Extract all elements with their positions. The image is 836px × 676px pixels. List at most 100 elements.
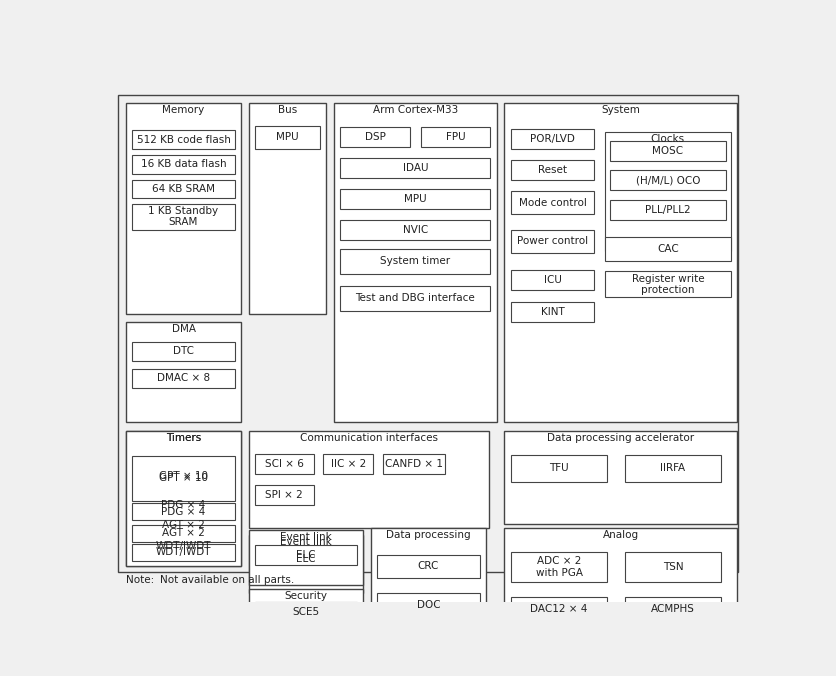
FancyBboxPatch shape [248,535,364,593]
FancyBboxPatch shape [131,203,236,230]
Text: Security: Security [284,592,328,601]
Text: DOC: DOC [416,600,441,610]
FancyBboxPatch shape [609,170,726,191]
Text: Data processing: Data processing [386,530,471,539]
FancyBboxPatch shape [511,230,594,253]
FancyBboxPatch shape [131,503,236,520]
Text: Mode control: Mode control [518,198,586,208]
Text: Power control: Power control [517,237,588,246]
FancyBboxPatch shape [131,537,236,555]
FancyBboxPatch shape [255,602,357,622]
Text: Timers: Timers [166,433,201,443]
FancyBboxPatch shape [511,191,594,214]
FancyBboxPatch shape [340,220,491,240]
Text: TSN: TSN [663,562,683,572]
Text: ACMPHS: ACMPHS [651,604,695,614]
FancyBboxPatch shape [624,456,721,481]
FancyBboxPatch shape [248,589,364,639]
FancyBboxPatch shape [131,525,236,541]
FancyBboxPatch shape [131,155,236,174]
Text: 1 KB Standby
SRAM: 1 KB Standby SRAM [149,206,218,227]
Text: MOSC: MOSC [652,146,684,156]
FancyBboxPatch shape [131,544,236,561]
FancyBboxPatch shape [131,130,236,149]
FancyBboxPatch shape [248,103,326,314]
FancyBboxPatch shape [504,431,737,524]
Text: PDG × 4: PDG × 4 [161,506,206,516]
Text: ELC: ELC [296,550,316,560]
Text: DSP: DSP [364,132,385,143]
FancyBboxPatch shape [421,127,491,147]
FancyBboxPatch shape [511,552,608,581]
FancyBboxPatch shape [609,199,726,220]
FancyBboxPatch shape [605,271,731,297]
FancyBboxPatch shape [131,369,236,387]
Text: DMA: DMA [171,324,196,334]
Text: CANFD × 1: CANFD × 1 [385,459,443,469]
Text: ELC: ELC [296,554,316,564]
FancyBboxPatch shape [126,322,241,422]
Text: 64 KB SRAM: 64 KB SRAM [152,184,215,194]
FancyBboxPatch shape [131,454,236,497]
FancyBboxPatch shape [119,95,738,573]
FancyBboxPatch shape [340,249,491,274]
Text: KINT: KINT [541,307,564,317]
Text: NVIC: NVIC [403,224,428,235]
Text: Clocks: Clocks [651,134,685,144]
Text: AGT × 2: AGT × 2 [162,528,205,538]
FancyBboxPatch shape [323,454,374,474]
FancyBboxPatch shape [340,286,491,310]
FancyBboxPatch shape [255,454,314,474]
Text: 512 KB code flash: 512 KB code flash [136,135,231,145]
Text: Register write
protection: Register write protection [632,274,704,295]
FancyBboxPatch shape [511,270,594,290]
Text: Bus: Bus [278,105,297,115]
Text: Not available on all parts.: Not available on all parts. [161,575,294,585]
Text: Reset: Reset [538,165,567,174]
FancyBboxPatch shape [624,597,721,620]
Text: Event link: Event link [280,537,332,548]
Text: PLL/PLL2: PLL/PLL2 [645,205,691,215]
FancyBboxPatch shape [340,158,491,178]
FancyBboxPatch shape [334,103,497,422]
Text: PDG × 4: PDG × 4 [161,500,206,510]
FancyBboxPatch shape [248,431,489,528]
Text: IIC × 2: IIC × 2 [330,459,366,469]
FancyBboxPatch shape [511,160,594,180]
FancyBboxPatch shape [377,593,480,617]
Text: SCE5: SCE5 [293,606,319,617]
FancyBboxPatch shape [126,431,241,566]
Text: IIRFA: IIRFA [660,464,686,473]
FancyBboxPatch shape [511,129,594,149]
Text: System timer: System timer [380,256,451,266]
Text: AGT × 2: AGT × 2 [162,521,205,531]
Text: SCI × 6: SCI × 6 [265,459,303,469]
Text: Communication interfaces: Communication interfaces [300,433,438,443]
FancyBboxPatch shape [340,127,410,147]
Text: DMAC × 8: DMAC × 8 [157,373,210,383]
FancyBboxPatch shape [255,126,320,149]
FancyBboxPatch shape [131,342,236,360]
Text: IDAU: IDAU [402,163,428,173]
FancyBboxPatch shape [340,189,491,209]
Text: POR/LVD: POR/LVD [530,134,575,144]
FancyBboxPatch shape [609,141,726,161]
Text: ADC × 2
with PGA: ADC × 2 with PGA [536,556,583,578]
Text: WDT/IWDT: WDT/IWDT [155,541,212,551]
FancyBboxPatch shape [126,103,241,314]
Text: TFU: TFU [549,464,568,473]
FancyBboxPatch shape [377,555,480,578]
Text: System: System [601,105,640,115]
FancyBboxPatch shape [504,103,737,422]
Text: CAC: CAC [657,244,679,254]
FancyBboxPatch shape [131,180,236,198]
FancyBboxPatch shape [605,132,731,251]
Text: Memory: Memory [162,105,205,115]
Text: FPU: FPU [446,132,466,143]
Text: Analog: Analog [603,530,639,539]
Text: WDT/IWDT: WDT/IWDT [155,548,212,557]
Text: Event link: Event link [280,532,332,542]
Text: ICU: ICU [543,274,562,285]
Text: Note:: Note: [126,575,155,585]
FancyBboxPatch shape [511,597,608,620]
